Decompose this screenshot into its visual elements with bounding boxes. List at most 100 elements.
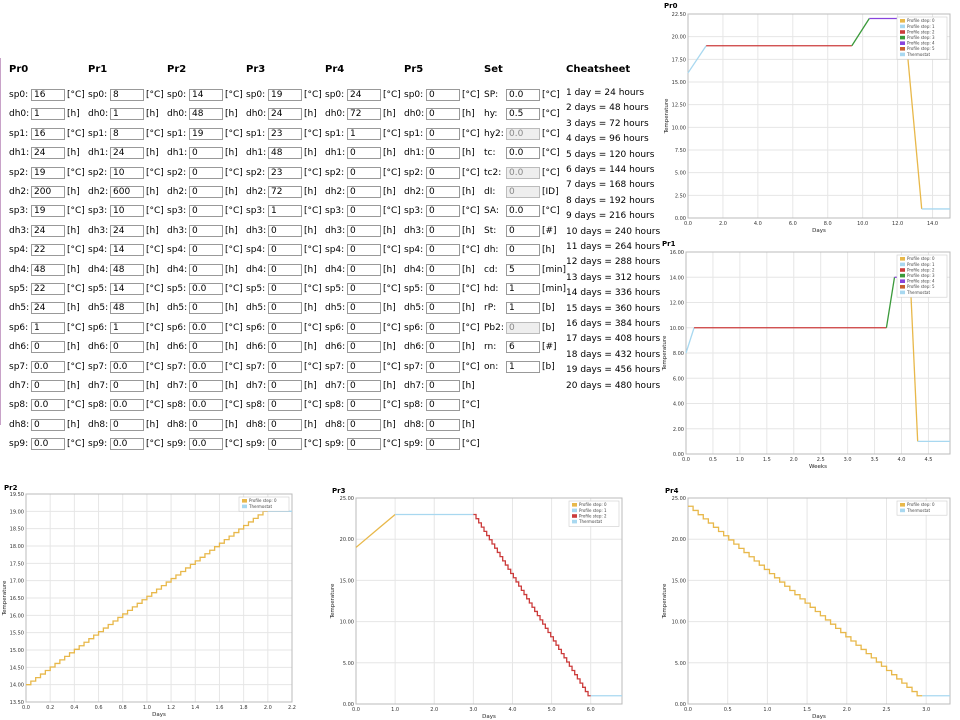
param-input[interactable] [189,89,223,101]
param-input[interactable] [31,399,65,412]
param-input[interactable] [506,89,540,101]
param-input[interactable] [268,321,302,334]
param-input[interactable] [347,205,381,218]
param-input[interactable] [347,186,381,198]
param-input[interactable] [506,302,540,315]
param-input[interactable] [268,263,302,276]
param-input[interactable] [110,166,144,179]
param-input[interactable] [189,341,223,354]
param-input[interactable] [506,360,540,373]
param-input[interactable] [268,360,302,373]
param-input[interactable] [110,244,144,257]
param-input[interactable] [31,108,65,121]
param-input[interactable] [31,418,65,431]
param-input[interactable] [189,108,223,121]
param-input[interactable] [110,263,144,276]
param-input[interactable] [189,263,223,276]
param-input[interactable] [189,399,223,412]
param-input[interactable] [189,186,223,198]
param-input[interactable] [426,166,460,179]
param-input[interactable] [426,108,460,121]
param-input[interactable] [506,205,540,218]
param-input[interactable] [347,321,381,334]
param-input[interactable] [110,224,144,237]
param-input[interactable] [426,321,460,334]
param-input[interactable] [268,166,302,179]
param-input[interactable] [189,302,223,315]
param-input[interactable] [31,341,65,354]
param-input[interactable] [31,127,65,140]
param-input[interactable] [189,244,223,257]
param-input[interactable] [426,360,460,373]
param-input[interactable] [426,205,460,218]
param-input[interactable] [268,380,302,392]
param-input[interactable] [347,244,381,257]
param-input[interactable] [31,89,65,101]
param-input[interactable] [426,380,460,392]
param-input[interactable] [347,418,381,431]
param-input[interactable] [110,147,144,160]
param-input[interactable] [189,360,223,373]
param-input[interactable] [110,108,144,121]
param-input[interactable] [268,89,302,101]
param-input[interactable] [426,89,460,101]
param-input[interactable] [426,186,460,198]
param-input[interactable] [347,127,381,140]
param-input[interactable] [506,108,540,121]
param-input[interactable] [31,380,65,392]
param-input[interactable] [110,302,144,315]
param-input[interactable] [347,108,381,121]
param-input[interactable] [31,147,65,160]
param-input[interactable] [268,186,302,198]
param-input[interactable] [31,205,65,218]
param-input[interactable] [426,224,460,237]
param-input[interactable] [268,418,302,431]
param-input[interactable] [31,302,65,315]
param-input[interactable] [110,321,144,334]
param-input[interactable] [506,244,540,257]
param-input[interactable] [31,360,65,373]
param-input[interactable] [426,399,460,412]
param-input[interactable] [268,244,302,257]
param-input[interactable] [426,438,460,451]
param-input[interactable] [110,89,144,101]
param-input[interactable] [268,205,302,218]
param-input[interactable] [110,380,144,392]
param-input[interactable] [110,283,144,295]
param-input[interactable] [426,244,460,257]
param-input[interactable] [347,166,381,179]
param-input[interactable] [347,283,381,295]
param-input[interactable] [189,127,223,140]
param-input[interactable] [189,438,223,451]
param-input[interactable] [31,321,65,334]
param-input[interactable] [426,418,460,431]
param-input[interactable] [31,224,65,237]
param-input[interactable] [189,283,223,295]
param-input[interactable] [426,263,460,276]
param-input[interactable] [506,263,540,276]
param-input[interactable] [268,283,302,295]
param-input[interactable] [31,263,65,276]
param-input[interactable] [506,283,540,295]
param-input[interactable] [426,341,460,354]
param-input[interactable] [268,147,302,160]
param-input[interactable] [347,302,381,315]
param-input[interactable] [189,166,223,179]
param-input[interactable] [426,302,460,315]
param-input[interactable] [426,283,460,295]
param-input[interactable] [268,108,302,121]
param-input[interactable] [506,224,540,237]
param-input[interactable] [268,341,302,354]
param-input[interactable] [426,127,460,140]
param-input[interactable] [189,418,223,431]
param-input[interactable] [110,360,144,373]
param-input[interactable] [110,418,144,431]
param-input[interactable] [189,205,223,218]
param-input[interactable] [268,438,302,451]
param-input[interactable] [347,224,381,237]
param-input[interactable] [31,166,65,179]
param-input[interactable] [110,186,144,198]
param-input[interactable] [110,399,144,412]
param-input[interactable] [347,341,381,354]
param-input[interactable] [268,399,302,412]
